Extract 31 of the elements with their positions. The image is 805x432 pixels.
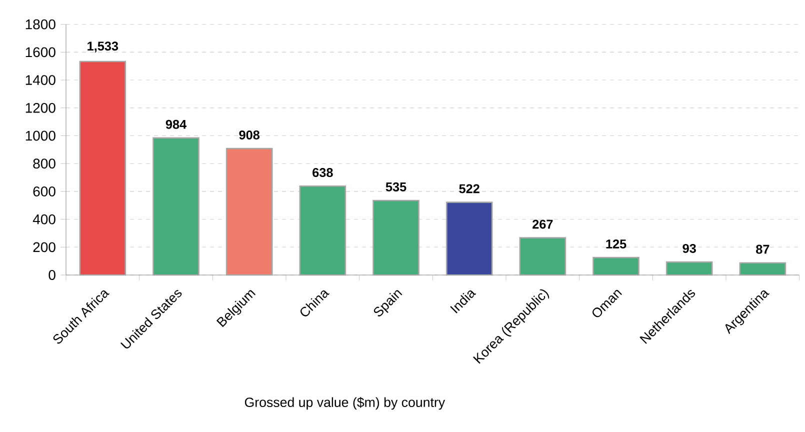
bar — [299, 185, 346, 276]
bar — [666, 261, 713, 276]
data-label: 87 — [756, 244, 770, 254]
y-tick-label: 400 — [32, 214, 56, 224]
y-tick-label: 1000 — [26, 130, 56, 141]
data-label: 638 — [312, 168, 333, 178]
bar — [226, 148, 273, 276]
y-tick-label: 1800 — [26, 19, 56, 30]
x-axis-title: Grossed up value ($m) by country — [244, 397, 446, 410]
data-label: 535 — [386, 182, 406, 192]
data-label: 1,533 — [88, 42, 118, 52]
bar — [152, 137, 200, 276]
y-tick-label: 600 — [33, 186, 56, 196]
y-tick-label: 1600 — [26, 47, 56, 58]
bar — [446, 202, 493, 276]
y-tick-label: 1400 — [26, 75, 56, 85]
bar — [372, 200, 420, 276]
data-label: 522 — [459, 184, 480, 194]
bar — [592, 256, 640, 276]
data-label: 908 — [239, 130, 260, 140]
data-label: 984 — [166, 120, 187, 129]
bar — [79, 60, 126, 276]
data-label: 93 — [682, 244, 696, 253]
data-label: 125 — [606, 240, 626, 248]
y-tick-label: 200 — [33, 242, 56, 252]
y-tick-label: 1200 — [26, 102, 56, 113]
bar — [519, 237, 566, 276]
bar — [739, 262, 786, 276]
y-tick-label: 800 — [33, 158, 56, 169]
y-tick-label: 0 — [48, 270, 56, 280]
data-label: 267 — [532, 220, 553, 229]
